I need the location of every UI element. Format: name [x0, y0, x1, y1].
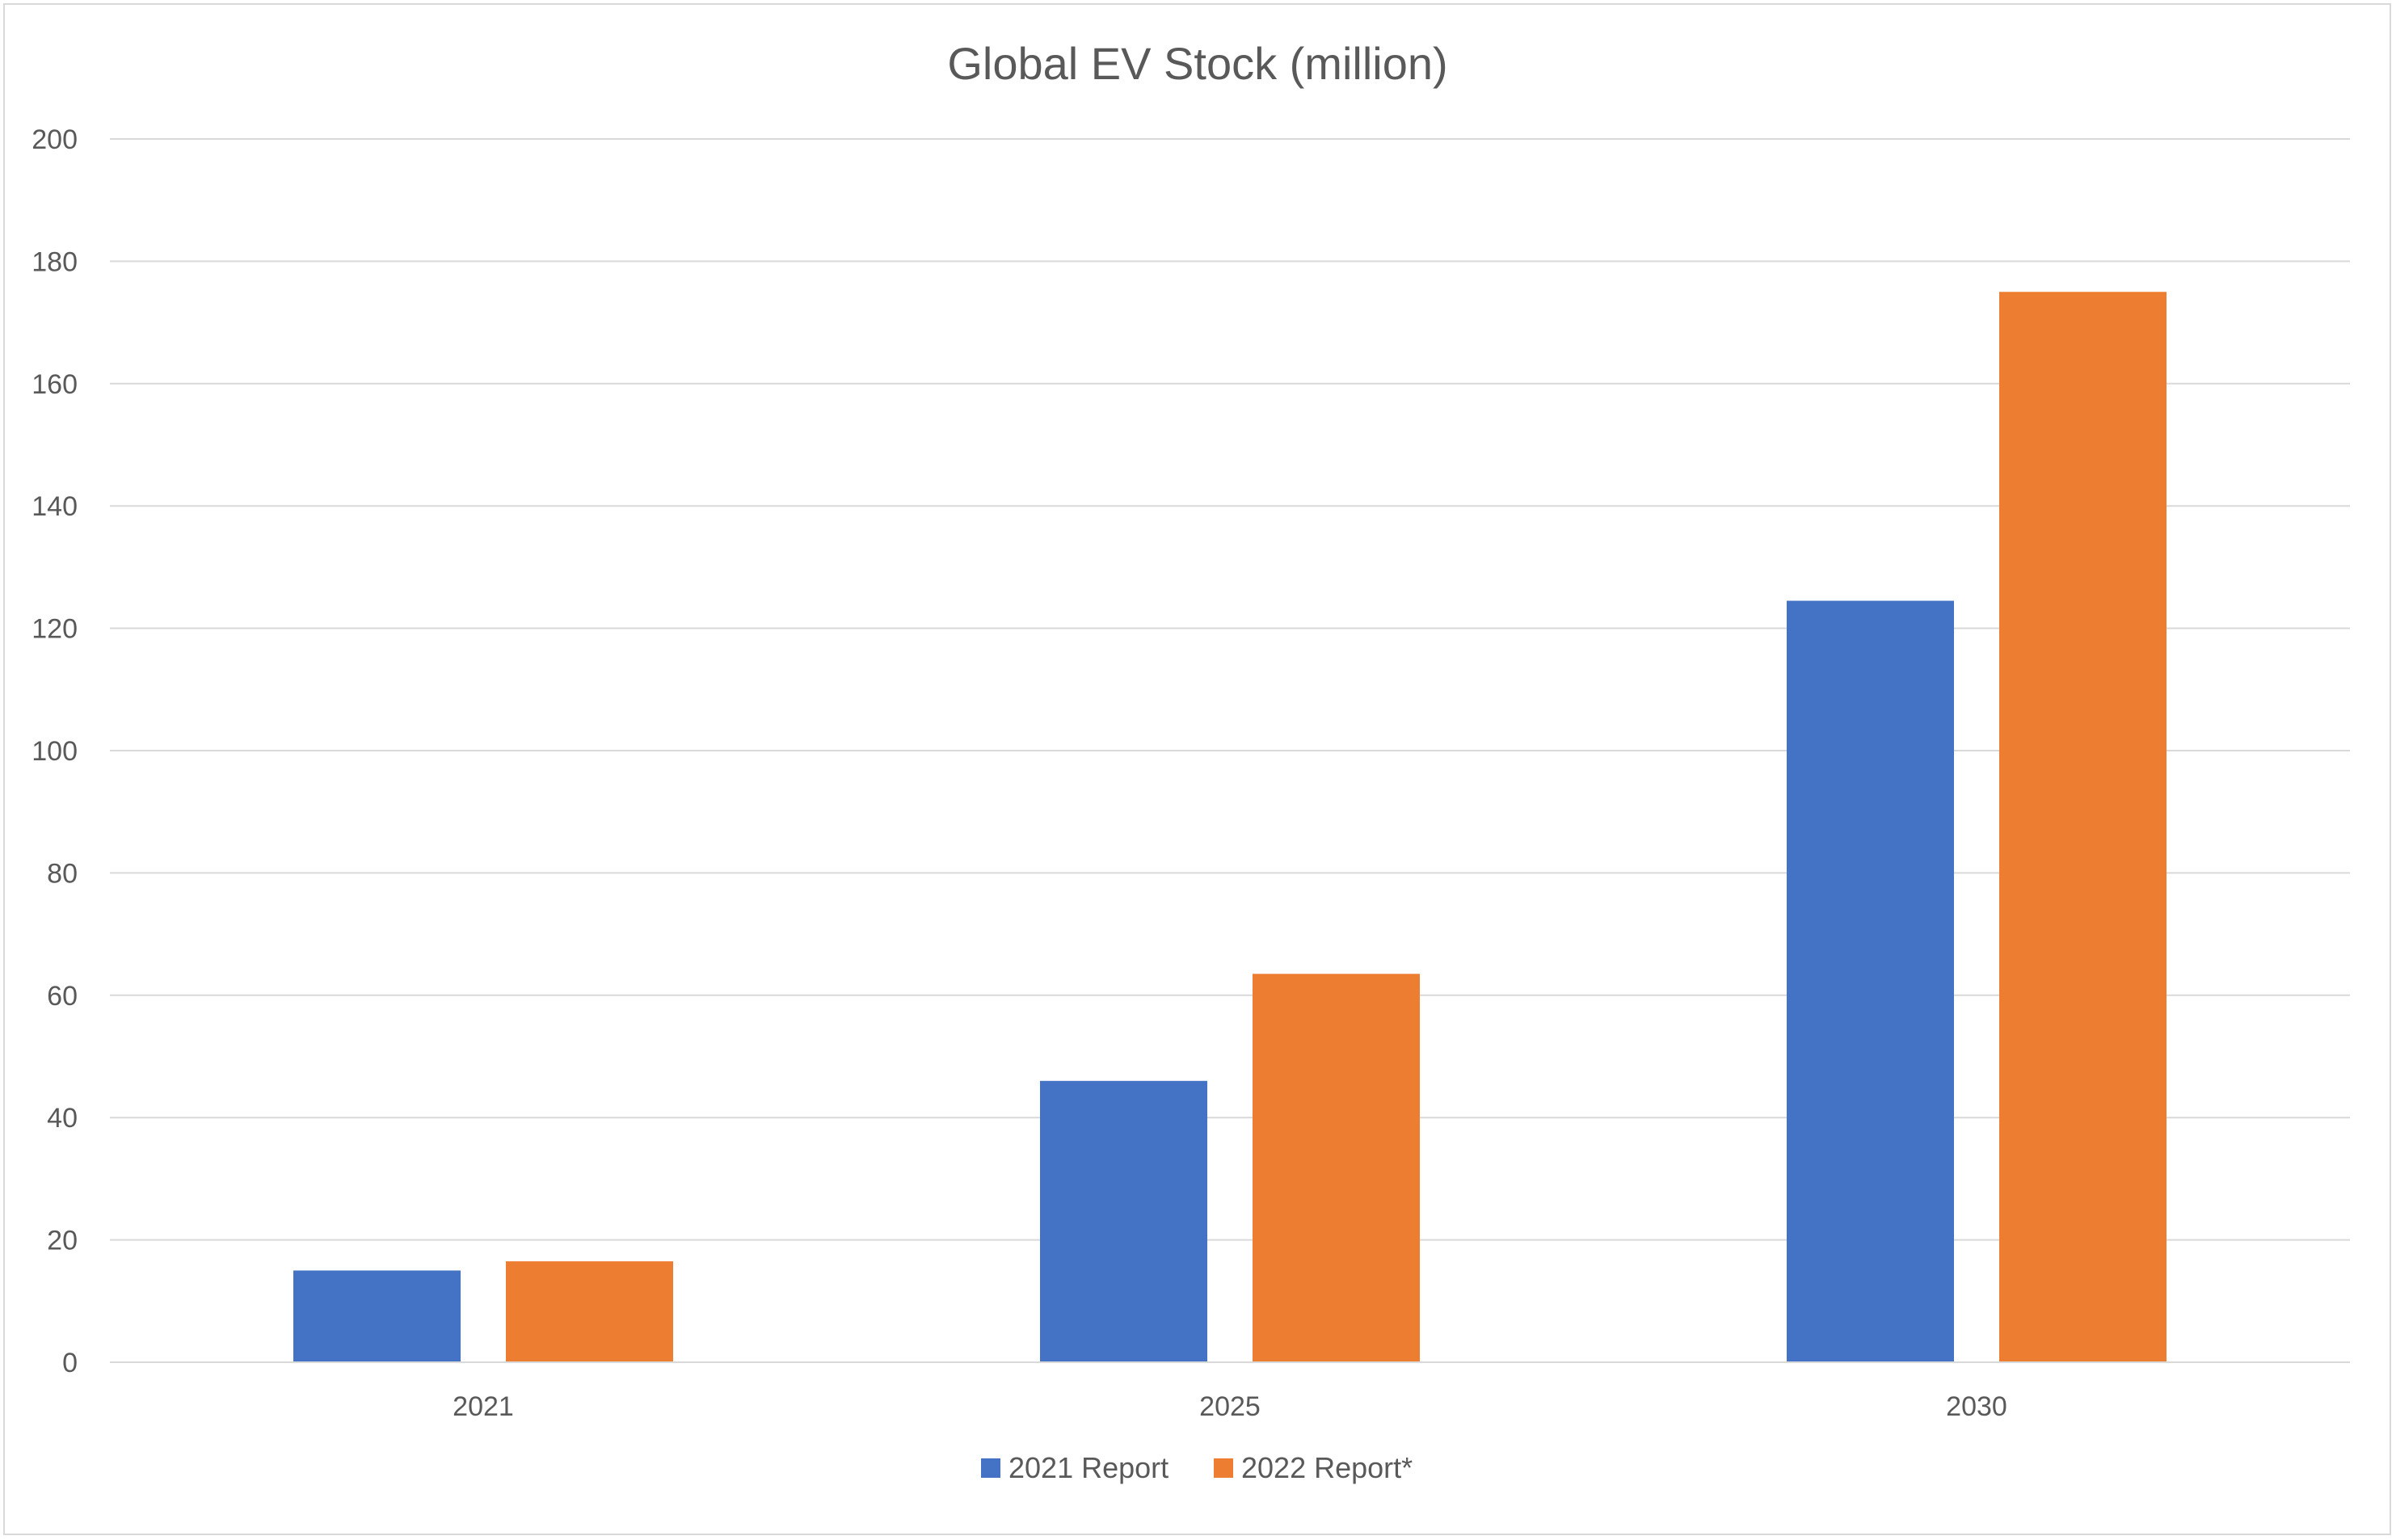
x-tick-label: 2021: [453, 1391, 514, 1422]
y-axis-tick-labels: 0 20 40 60 80 100 120 140 160 180 200: [32, 124, 78, 1378]
y-tick-label: 20: [47, 1226, 78, 1256]
y-tick-label: 40: [47, 1103, 78, 1134]
bar-2021-report-2021: [293, 1270, 461, 1362]
legend-label: 2022 Report*: [1241, 1451, 1413, 1484]
y-tick-label: 160: [32, 369, 78, 400]
y-tick-label: 80: [47, 858, 78, 889]
gridlines: [110, 138, 2350, 1241]
bar-2021-report-2025: [1040, 1080, 1207, 1362]
y-tick-label: 140: [32, 491, 78, 522]
y-tick-label: 100: [32, 736, 78, 767]
x-tick-label: 2030: [1946, 1391, 2007, 1422]
bar-2022-report-2025: [1253, 974, 1420, 1362]
bar-2021-report-2030: [1787, 600, 1954, 1362]
y-tick-label: 180: [32, 246, 78, 277]
x-axis-tick-labels: 2021 2025 2030: [453, 1391, 2007, 1422]
chart-title: Global EV Stock (million): [947, 38, 1447, 89]
legend-label: 2021 Report: [1009, 1451, 1169, 1484]
x-tick-label: 2025: [1199, 1391, 1261, 1422]
legend-swatch: [1214, 1458, 1233, 1478]
legend: 2021 Report 2022 Report*: [981, 1451, 1413, 1484]
y-tick-label: 60: [47, 981, 78, 1012]
y-tick-label: 0: [62, 1348, 78, 1378]
bar-2022-report-2030: [1999, 292, 2167, 1362]
bars: [293, 292, 2167, 1362]
y-tick-label: 200: [32, 124, 78, 155]
y-tick-label: 120: [32, 614, 78, 645]
bar-2022-report-2021: [506, 1261, 673, 1362]
legend-swatch: [981, 1458, 1000, 1478]
